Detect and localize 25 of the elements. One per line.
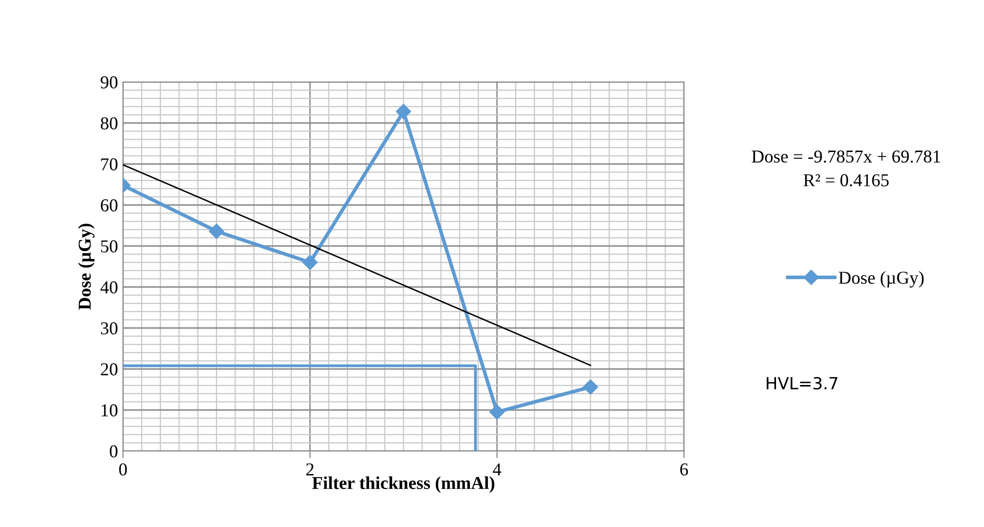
y-tick-label: 80 (100, 117, 118, 130)
point (208, 224, 224, 239)
y-axis-title: Dose (µGy) (78, 224, 95, 310)
text: HVL=3.7 (766, 376, 838, 390)
point (582, 379, 598, 395)
y-tick-label: 0 (110, 445, 118, 458)
y-tick-label: 50 (101, 240, 118, 252)
y-tick-label: 10 (102, 404, 118, 416)
text: Dose = -9.7857x + 69.781 (752, 150, 940, 163)
text: R² = 0.4165 (804, 174, 889, 186)
x-tick-label: 6 (680, 463, 688, 476)
point (302, 254, 318, 270)
y-tick-label: 90 (100, 76, 118, 88)
legend-label: Dose (µGy) (838, 271, 924, 288)
x-tick-label: 2 (306, 463, 314, 476)
x-tick-label: 0 (119, 463, 127, 476)
x-tick-label: 4 (492, 463, 502, 476)
y-tick-label: 60 (100, 199, 118, 212)
point (489, 404, 505, 420)
y-tick-label: 70 (101, 158, 118, 170)
y-tick-label: 20 (100, 363, 118, 376)
point (396, 104, 412, 120)
x-axis-title: Filter thickness (mmAl) (312, 476, 494, 493)
y-tick-label: 30 (100, 322, 118, 334)
y-tick-label: 40 (100, 281, 118, 294)
